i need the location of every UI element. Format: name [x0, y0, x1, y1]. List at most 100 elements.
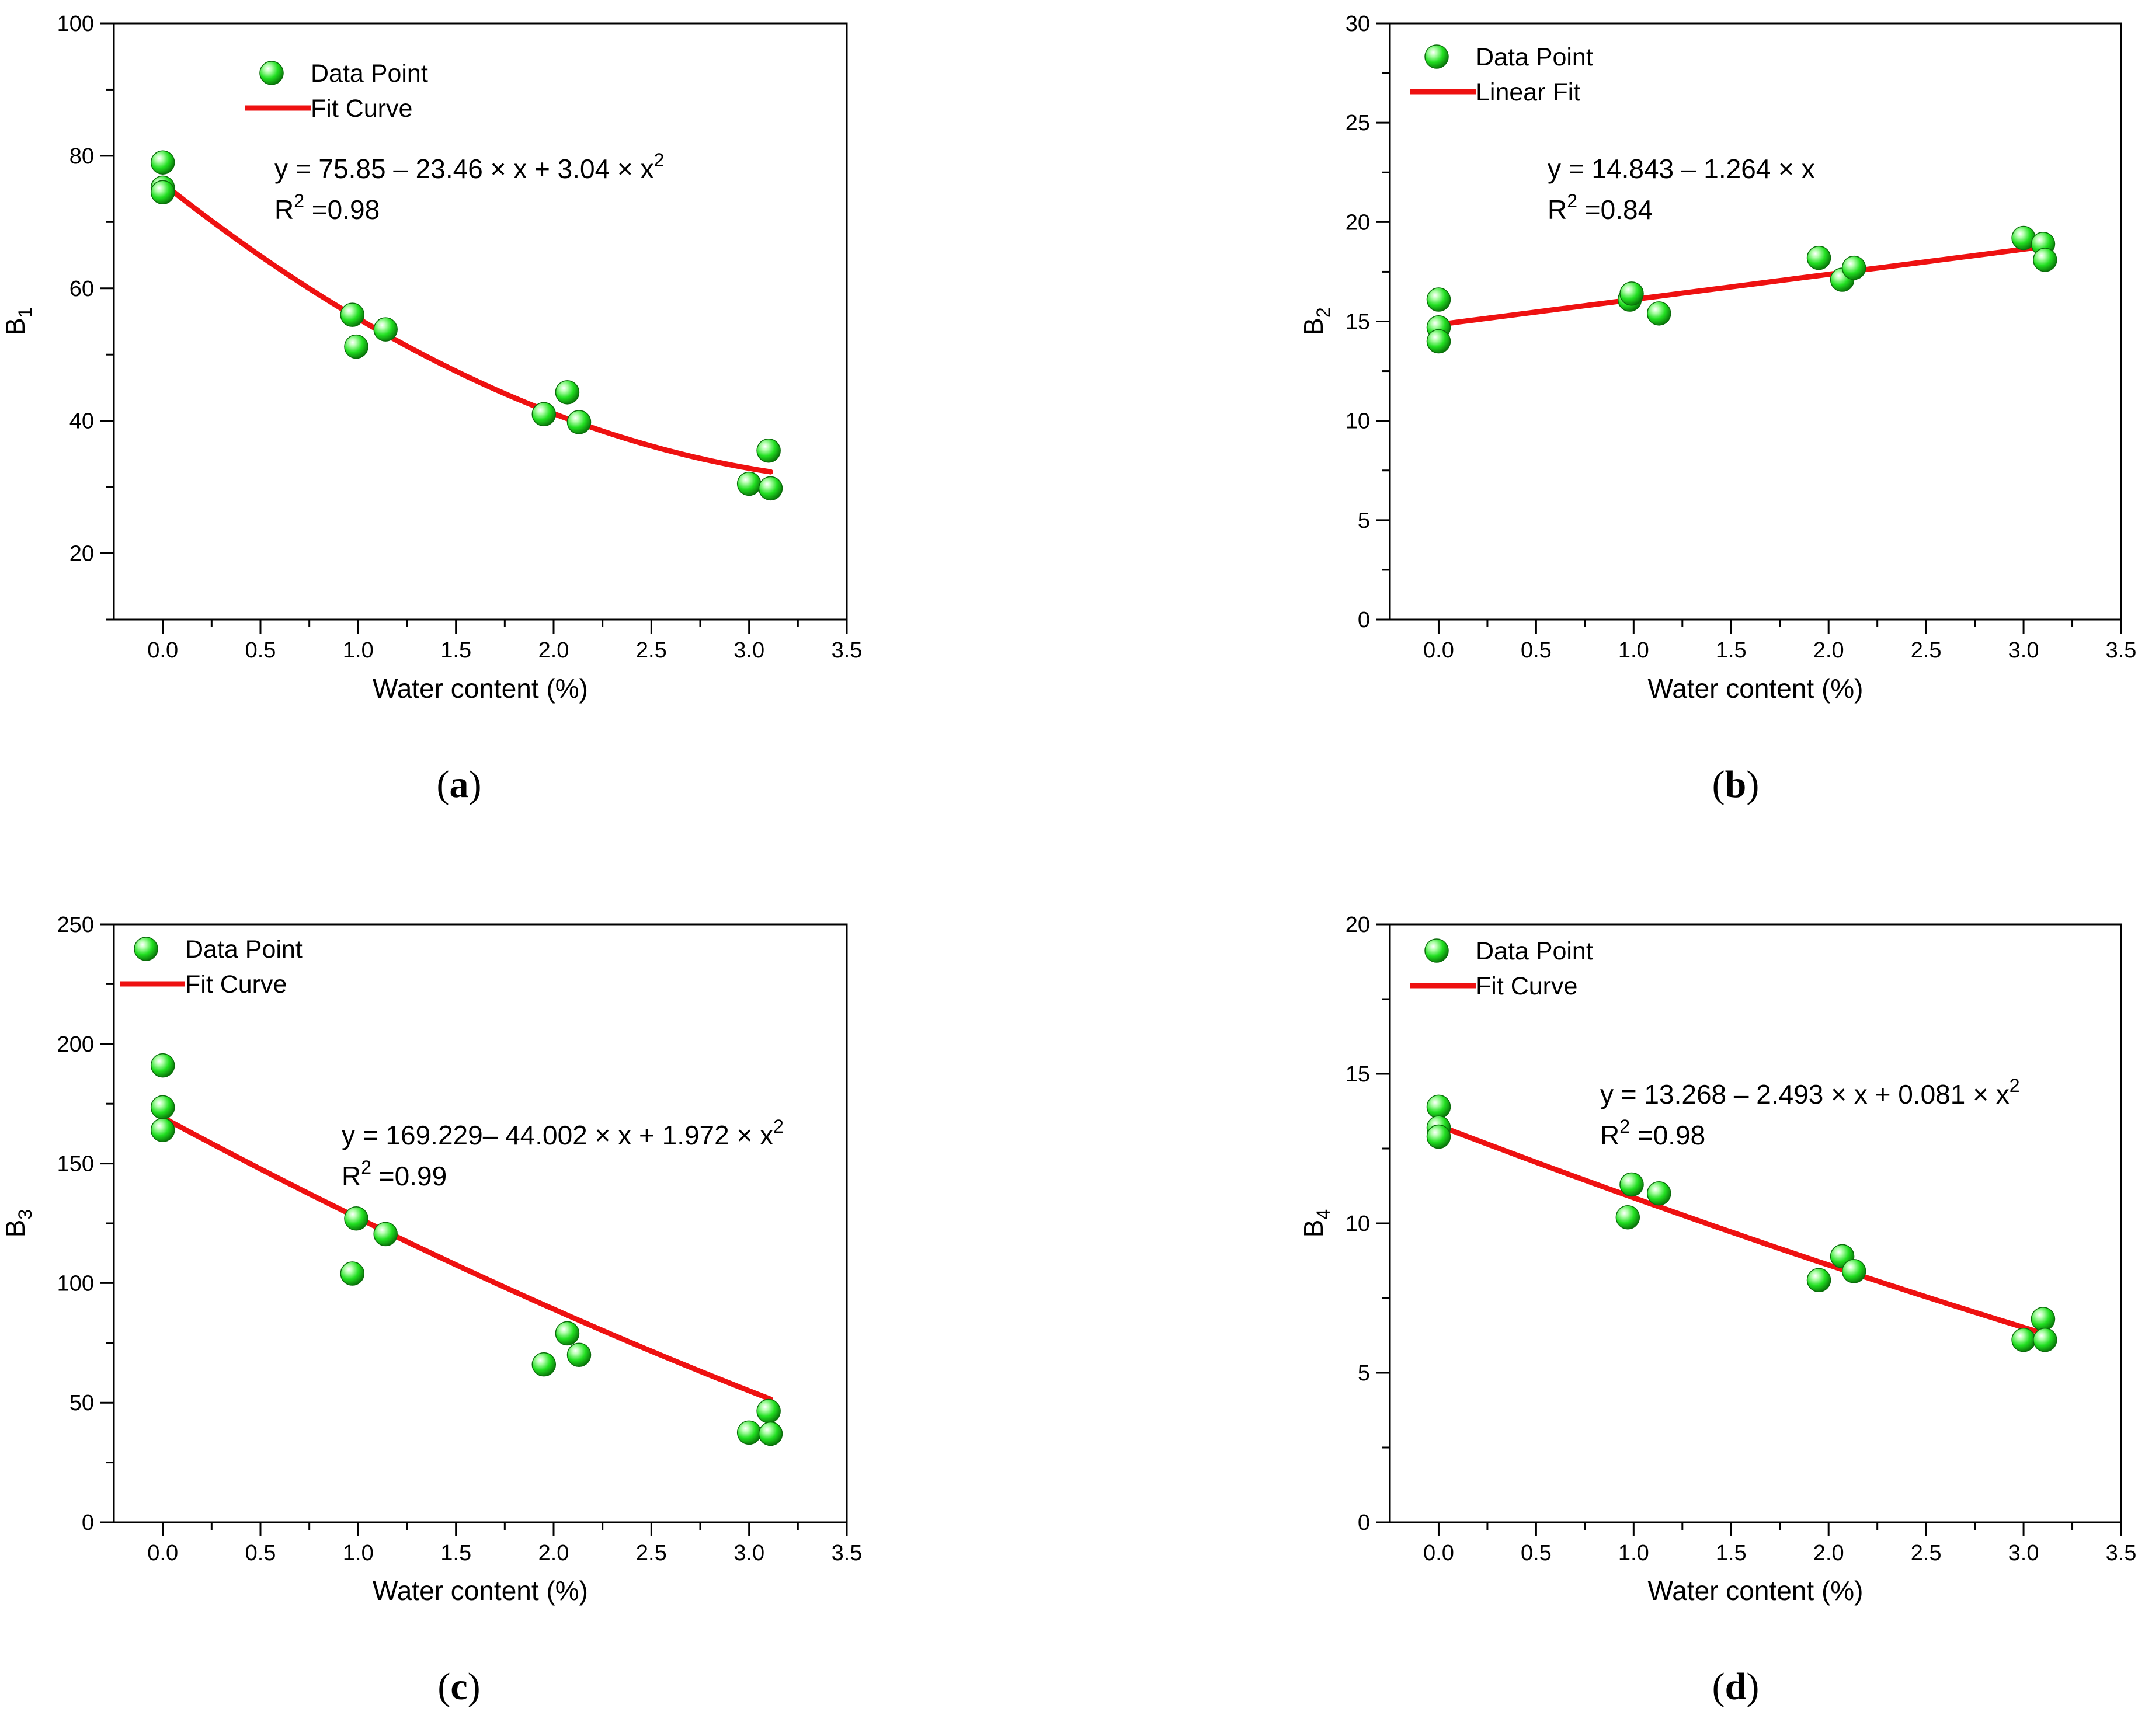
data-point [2011, 1327, 2036, 1352]
legend-marker-data-point [134, 937, 158, 961]
data-point [1646, 1181, 1671, 1206]
data-point [555, 380, 580, 405]
data-point [2033, 248, 2057, 272]
data-point [1619, 1172, 1644, 1197]
y-tick-label: 5 [1358, 509, 1370, 533]
data-point [531, 1352, 557, 1377]
panel-caption: (c) [437, 1665, 480, 1708]
data-point [758, 476, 783, 501]
data-point [340, 302, 365, 327]
data-point [756, 1398, 781, 1424]
x-tick-label: 0.0 [1423, 1541, 1454, 1565]
panel-caption: (a) [437, 763, 482, 806]
data-point [756, 438, 781, 463]
y-tick-label: 250 [57, 913, 94, 937]
y-tick-label: 150 [57, 1152, 94, 1177]
fit-equation: y = 13.268 – 2.493 × x + 0.081 × x2 [1600, 1075, 2020, 1109]
x-tick-label: 3.5 [832, 638, 863, 663]
x-tick-label: 0.5 [1521, 638, 1552, 663]
y-tick-label: 60 [69, 277, 94, 301]
y-axis-label: B1 [0, 307, 36, 335]
legend-label-data-point: Data Point [1476, 937, 1593, 965]
data-point [1426, 1124, 1451, 1149]
data-point [373, 1222, 398, 1247]
y-tick-label: 0 [1358, 1511, 1370, 1535]
legend-marker-data-point [1424, 44, 1449, 69]
y-axis-label: B3 [0, 1209, 36, 1237]
x-tick-label: 2.5 [1911, 638, 1942, 663]
data-point [2031, 1307, 2056, 1331]
x-tick-label: 0.0 [1423, 638, 1454, 663]
x-tick-label: 3.0 [733, 638, 764, 663]
legend-label-fit: Fit Curve [311, 95, 412, 123]
y-tick-label: 100 [57, 12, 94, 36]
y-tick-label: 0 [82, 1511, 94, 1535]
legend-label-data-point: Data Point [185, 935, 303, 963]
x-tick-label: 1.5 [440, 1541, 471, 1565]
y-tick-label: 5 [1358, 1361, 1370, 1386]
data-point [1619, 281, 1644, 306]
y-tick-label: 15 [1346, 310, 1370, 335]
x-tick-label: 2.5 [1911, 1541, 1942, 1565]
data-point [1806, 245, 1831, 270]
data-point [150, 1095, 175, 1120]
data-point [373, 317, 398, 342]
fit-line [1435, 1123, 2048, 1337]
panel-c: 0.0 0.5 1.0 1.5 2.0 2.5 3.0 3.5 0 50 100 150 200 250 W… [0, 913, 862, 1708]
y-tick-label: 0 [1358, 608, 1370, 632]
legend-label-data-point: Data Point [1476, 43, 1593, 71]
x-tick-label: 3.0 [2008, 638, 2039, 663]
data-point [1841, 1259, 1866, 1283]
plot-frame [113, 923, 848, 1523]
x-axis-label: Water content (%) [1648, 1575, 1864, 1606]
y-tick-label: 80 [69, 144, 94, 169]
plot-frame [1389, 22, 2122, 621]
data-point [150, 180, 175, 205]
x-tick-label: 3.0 [733, 1541, 764, 1565]
x-tick-label: 3.0 [2008, 1541, 2039, 1565]
fit-equation: y = 75.85 – 23.46 × x + 3.04 × x2 [274, 149, 664, 184]
x-tick-label: 0.5 [1521, 1541, 1552, 1565]
x-tick-label: 0.5 [245, 638, 276, 663]
data-point [736, 1420, 762, 1445]
x-tick-label: 2.0 [1813, 638, 1844, 663]
data-point [531, 402, 557, 427]
fit-line [160, 1115, 773, 1402]
data-point [150, 1118, 175, 1143]
panel-a: 0.0 0.5 1.0 1.5 2.0 2.5 3.0 3.5 20 40 60 80 100 Water… [0, 12, 862, 806]
y-tick-label: 40 [69, 409, 94, 434]
x-tick-label: 2.5 [636, 638, 667, 663]
fit-equation: y = 169.229– 44.002 × x + 1.972 × x2 [342, 1116, 784, 1150]
data-point [1426, 329, 1451, 354]
data-point [344, 334, 368, 359]
data-point [1426, 1094, 1451, 1119]
y-tick-label: 15 [1346, 1062, 1370, 1087]
x-tick-label: 1.0 [343, 638, 374, 663]
panel-caption: (d) [1712, 1665, 1760, 1708]
x-tick-label: 3.5 [2106, 1541, 2137, 1565]
data-point [1646, 301, 1671, 326]
data-point [1426, 287, 1451, 312]
x-tick-label: 1.0 [1618, 1541, 1649, 1565]
data-point [1615, 1205, 1640, 1230]
legend-label-data-point: Data Point [311, 60, 428, 88]
plot-frame [113, 22, 848, 621]
legend-label-fit: Fit Curve [1476, 972, 1577, 1000]
y-axis-label: B2 [1298, 307, 1334, 335]
fit-line [160, 180, 773, 475]
data-point [2033, 1327, 2057, 1352]
x-tick-label: 2.0 [1813, 1541, 1844, 1565]
x-tick-label: 2.0 [538, 638, 569, 663]
data-point [150, 1053, 175, 1078]
data-point [566, 1342, 592, 1368]
x-tick-label: 2.5 [636, 1541, 667, 1565]
data-point [344, 1206, 368, 1231]
x-tick-label: 1.0 [1618, 638, 1649, 663]
data-point [758, 1421, 783, 1446]
y-tick-label: 20 [69, 542, 94, 566]
x-tick-label: 1.5 [1716, 638, 1747, 663]
y-tick-label: 20 [1346, 913, 1370, 937]
x-axis-label: Water content (%) [373, 1575, 588, 1606]
y-tick-label: 10 [1346, 1212, 1370, 1236]
